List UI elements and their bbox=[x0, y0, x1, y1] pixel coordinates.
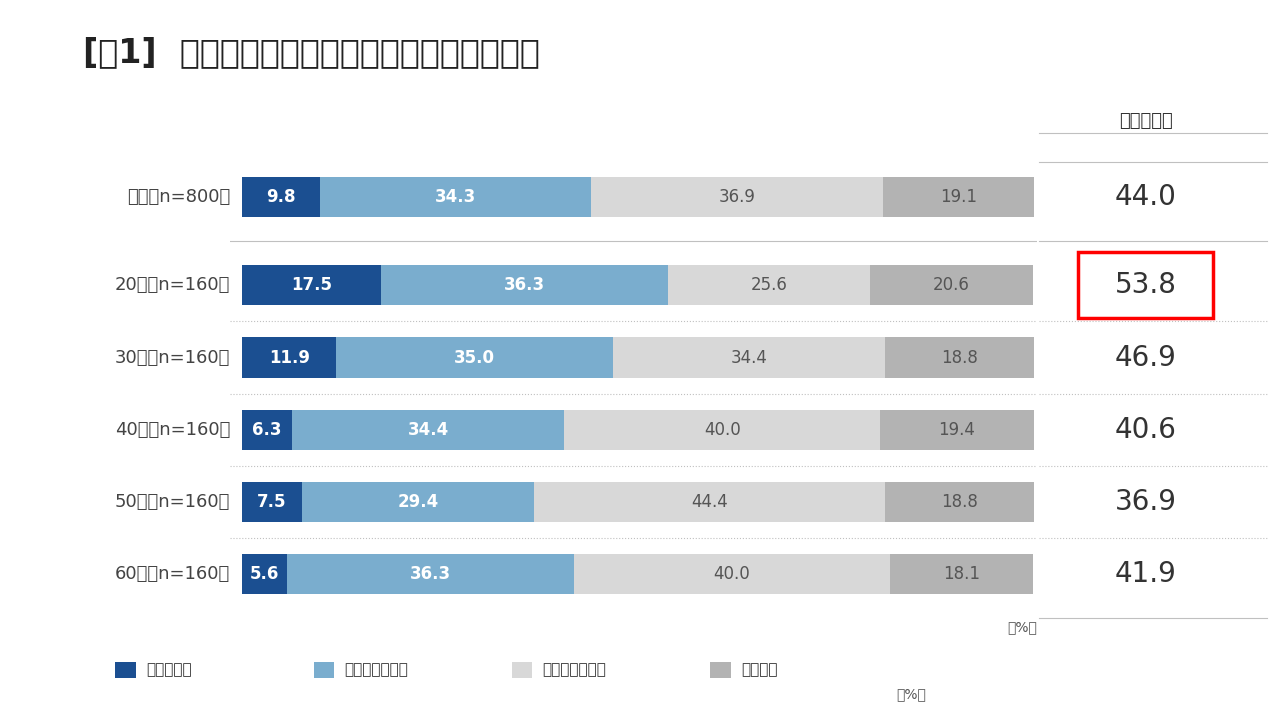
Text: （%）: （%） bbox=[896, 688, 925, 701]
Bar bbox=[870, 265, 1033, 305]
Text: 40.0: 40.0 bbox=[713, 565, 750, 583]
Bar bbox=[242, 338, 337, 377]
Text: （%）: （%） bbox=[1007, 620, 1037, 634]
Text: 40.0: 40.0 bbox=[704, 420, 741, 438]
Bar bbox=[287, 554, 573, 594]
Text: 46.9: 46.9 bbox=[1115, 343, 1176, 372]
Bar bbox=[380, 265, 668, 305]
Text: 30代（n=160）: 30代（n=160） bbox=[115, 348, 230, 366]
Bar bbox=[668, 265, 870, 305]
Text: 見直したい: 見直したい bbox=[146, 662, 192, 677]
Text: 思わない: 思わない bbox=[741, 662, 778, 677]
Text: 18.8: 18.8 bbox=[941, 493, 978, 511]
Text: 全体（n=800）: 全体（n=800） bbox=[127, 188, 230, 206]
Text: 44.0: 44.0 bbox=[1115, 183, 1176, 211]
Bar bbox=[591, 177, 883, 217]
Bar bbox=[242, 265, 380, 305]
Bar bbox=[242, 177, 320, 217]
Text: 17.5: 17.5 bbox=[291, 276, 332, 294]
Bar bbox=[302, 482, 534, 522]
Text: 9.8: 9.8 bbox=[266, 188, 296, 206]
Text: 35.0: 35.0 bbox=[454, 348, 495, 366]
Text: 20代（n=160）: 20代（n=160） bbox=[115, 276, 230, 294]
Bar bbox=[564, 410, 881, 450]
Bar bbox=[242, 554, 287, 594]
Text: あまり思わない: あまり思わない bbox=[543, 662, 607, 677]
Text: 36.3: 36.3 bbox=[503, 276, 545, 294]
Text: 44.4: 44.4 bbox=[691, 493, 728, 511]
Text: 19.4: 19.4 bbox=[938, 420, 975, 438]
Text: 41.9: 41.9 bbox=[1115, 560, 1176, 588]
Bar bbox=[534, 482, 884, 522]
Bar bbox=[884, 482, 1034, 522]
Text: 5.6: 5.6 bbox=[250, 565, 279, 583]
Text: 34.4: 34.4 bbox=[731, 348, 768, 366]
Text: 36.3: 36.3 bbox=[410, 565, 451, 583]
Text: [図1]  新型コロナの流行とお口の健康の見直し: [図1] 新型コロナの流行とお口の健康の見直し bbox=[83, 36, 540, 69]
Text: 19.1: 19.1 bbox=[940, 188, 977, 206]
Text: 53.8: 53.8 bbox=[1115, 271, 1176, 300]
Text: 25.6: 25.6 bbox=[750, 276, 787, 294]
Text: 50代（n=160）: 50代（n=160） bbox=[115, 493, 230, 511]
Text: 34.4: 34.4 bbox=[407, 420, 449, 438]
Bar bbox=[884, 338, 1034, 377]
Text: 見直したい: 見直したい bbox=[1119, 112, 1172, 130]
Text: 36.9: 36.9 bbox=[1115, 488, 1176, 516]
Text: 20.6: 20.6 bbox=[933, 276, 970, 294]
Bar bbox=[573, 554, 890, 594]
Text: 18.8: 18.8 bbox=[941, 348, 978, 366]
Bar bbox=[320, 177, 591, 217]
Bar bbox=[292, 410, 564, 450]
Text: 18.1: 18.1 bbox=[943, 565, 979, 583]
Bar bbox=[337, 338, 613, 377]
Bar bbox=[242, 410, 292, 450]
Text: 40.6: 40.6 bbox=[1115, 415, 1176, 444]
Bar bbox=[242, 482, 302, 522]
Bar bbox=[890, 554, 1033, 594]
Bar bbox=[883, 177, 1034, 217]
Text: 60代（n=160）: 60代（n=160） bbox=[115, 565, 230, 583]
Text: まあ見直したい: まあ見直したい bbox=[344, 662, 408, 677]
Bar bbox=[613, 338, 884, 377]
Text: 11.9: 11.9 bbox=[269, 348, 310, 366]
Text: 40代（n=160）: 40代（n=160） bbox=[115, 420, 230, 438]
Text: 29.4: 29.4 bbox=[397, 493, 438, 511]
Text: 6.3: 6.3 bbox=[252, 420, 282, 438]
Bar bbox=[881, 410, 1034, 450]
Text: 34.3: 34.3 bbox=[435, 188, 476, 206]
Text: 36.9: 36.9 bbox=[718, 188, 755, 206]
Text: 7.5: 7.5 bbox=[257, 493, 287, 511]
